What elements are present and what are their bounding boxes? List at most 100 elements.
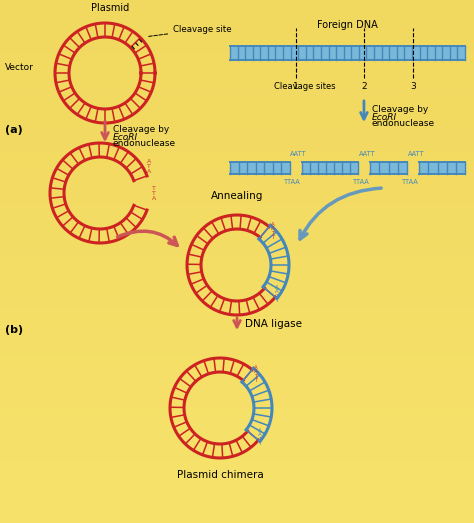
Polygon shape bbox=[0, 105, 474, 110]
Polygon shape bbox=[0, 434, 474, 439]
Polygon shape bbox=[0, 366, 474, 371]
Polygon shape bbox=[0, 324, 474, 329]
Text: 3: 3 bbox=[410, 82, 416, 91]
Polygon shape bbox=[0, 178, 474, 183]
Text: (a): (a) bbox=[5, 125, 23, 135]
Text: endonuclease: endonuclease bbox=[372, 119, 435, 129]
Polygon shape bbox=[0, 21, 474, 26]
Text: 1: 1 bbox=[293, 82, 299, 91]
Polygon shape bbox=[0, 319, 474, 324]
Polygon shape bbox=[0, 465, 474, 471]
FancyArrowPatch shape bbox=[118, 231, 177, 245]
Text: endonuclease: endonuclease bbox=[113, 140, 176, 149]
Polygon shape bbox=[0, 0, 474, 5]
Text: AATT: AATT bbox=[291, 151, 307, 157]
Polygon shape bbox=[0, 298, 474, 303]
Polygon shape bbox=[0, 225, 474, 230]
Polygon shape bbox=[0, 199, 474, 204]
Polygon shape bbox=[0, 37, 474, 42]
Text: A
A
T
T: A A T T bbox=[258, 428, 262, 447]
Polygon shape bbox=[0, 450, 474, 455]
FancyBboxPatch shape bbox=[302, 162, 358, 174]
Polygon shape bbox=[0, 47, 474, 52]
FancyBboxPatch shape bbox=[230, 162, 290, 174]
Text: TTAA: TTAA bbox=[402, 179, 419, 185]
Polygon shape bbox=[0, 361, 474, 366]
Polygon shape bbox=[0, 131, 474, 136]
Polygon shape bbox=[0, 329, 474, 335]
Polygon shape bbox=[0, 94, 474, 99]
Polygon shape bbox=[0, 115, 474, 120]
Polygon shape bbox=[0, 460, 474, 465]
Polygon shape bbox=[0, 146, 474, 152]
Polygon shape bbox=[0, 63, 474, 68]
Polygon shape bbox=[0, 110, 474, 115]
Polygon shape bbox=[0, 418, 474, 424]
Polygon shape bbox=[0, 251, 474, 256]
Polygon shape bbox=[0, 486, 474, 492]
Polygon shape bbox=[0, 188, 474, 194]
Polygon shape bbox=[0, 429, 474, 434]
Polygon shape bbox=[0, 282, 474, 288]
Polygon shape bbox=[0, 246, 474, 251]
Polygon shape bbox=[0, 288, 474, 293]
Polygon shape bbox=[0, 256, 474, 262]
Polygon shape bbox=[0, 497, 474, 502]
Polygon shape bbox=[0, 214, 474, 220]
Text: Foreign DNA: Foreign DNA bbox=[317, 20, 378, 30]
Polygon shape bbox=[0, 58, 474, 63]
FancyBboxPatch shape bbox=[419, 162, 465, 174]
Text: TTAA: TTAA bbox=[353, 179, 369, 185]
Polygon shape bbox=[0, 220, 474, 225]
Polygon shape bbox=[0, 167, 474, 173]
Polygon shape bbox=[0, 209, 474, 214]
Polygon shape bbox=[0, 303, 474, 309]
Polygon shape bbox=[0, 314, 474, 319]
Polygon shape bbox=[0, 340, 474, 345]
Polygon shape bbox=[0, 68, 474, 73]
Polygon shape bbox=[0, 84, 474, 89]
Text: Annealing: Annealing bbox=[211, 191, 263, 201]
Polygon shape bbox=[0, 377, 474, 382]
Text: Cleavage site: Cleavage site bbox=[148, 25, 232, 37]
Text: AATT: AATT bbox=[408, 151, 425, 157]
Text: Plasmid chimera: Plasmid chimera bbox=[177, 470, 264, 480]
Text: A
T
A: A T A bbox=[147, 158, 151, 174]
Polygon shape bbox=[0, 356, 474, 361]
Polygon shape bbox=[0, 408, 474, 413]
Polygon shape bbox=[0, 513, 474, 518]
Polygon shape bbox=[0, 502, 474, 507]
Text: A
A
T
T: A A T T bbox=[271, 222, 275, 241]
Polygon shape bbox=[0, 445, 474, 450]
Polygon shape bbox=[0, 152, 474, 157]
Polygon shape bbox=[0, 345, 474, 350]
Polygon shape bbox=[0, 120, 474, 126]
Polygon shape bbox=[0, 10, 474, 16]
Polygon shape bbox=[0, 371, 474, 377]
Polygon shape bbox=[0, 157, 474, 162]
Polygon shape bbox=[0, 73, 474, 78]
FancyBboxPatch shape bbox=[370, 162, 407, 174]
Text: TTAA: TTAA bbox=[284, 179, 301, 185]
Polygon shape bbox=[0, 439, 474, 445]
Text: DNA ligase: DNA ligase bbox=[245, 319, 302, 329]
Polygon shape bbox=[0, 455, 474, 460]
Polygon shape bbox=[0, 89, 474, 94]
Polygon shape bbox=[0, 183, 474, 188]
Polygon shape bbox=[0, 5, 474, 10]
Polygon shape bbox=[0, 26, 474, 31]
Polygon shape bbox=[0, 492, 474, 497]
Text: Vector: Vector bbox=[5, 63, 34, 73]
Text: EcoRI: EcoRI bbox=[113, 132, 138, 142]
Text: A
A
T
T: A A T T bbox=[254, 365, 258, 383]
Polygon shape bbox=[0, 382, 474, 387]
Polygon shape bbox=[0, 387, 474, 392]
Text: T
T
A: T T A bbox=[152, 186, 156, 201]
Polygon shape bbox=[0, 424, 474, 429]
Polygon shape bbox=[0, 162, 474, 167]
Text: EcoRI: EcoRI bbox=[372, 112, 397, 121]
Polygon shape bbox=[0, 262, 474, 267]
Polygon shape bbox=[0, 471, 474, 476]
Polygon shape bbox=[0, 235, 474, 241]
Polygon shape bbox=[0, 173, 474, 178]
